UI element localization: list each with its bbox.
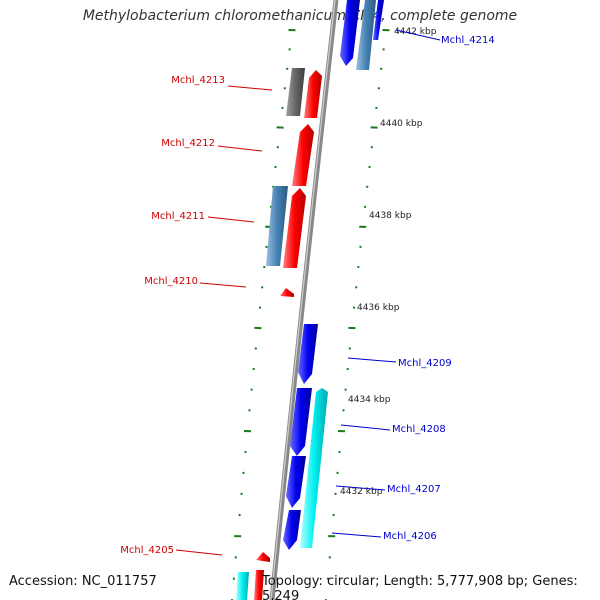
gene-mchl-4208-cyan[interactable]: [300, 388, 328, 548]
label-mchl-4206[interactable]: Mchl_4206: [383, 531, 437, 542]
gene-mchl-4214-arrow[interactable]: [340, 0, 360, 66]
gene-mchl-4205-arrow[interactable]: [256, 552, 270, 562]
gene-mchl-4213-gray[interactable]: [286, 68, 305, 116]
scale-label-4432: 4432 kbp: [340, 487, 383, 497]
gene-mchl-4206-arrow[interactable]: [283, 510, 301, 550]
accession-text: Accession: NC_011757: [9, 574, 157, 589]
genome-backbone-highlight: [270, 0, 336, 600]
leader-mchl-4209: [347, 357, 397, 363]
label-mchl-4205[interactable]: Mchl_4205: [120, 545, 174, 556]
leader-mchl-4205: [175, 549, 223, 556]
leader-mchl-4208: [340, 424, 391, 431]
scale-label-4442: 4442 kbp: [394, 27, 437, 37]
gene-mchl-4211-steel[interactable]: [266, 186, 288, 266]
genome-backbone: [269, 0, 339, 600]
label-mchl-4214[interactable]: Mchl_4214: [441, 35, 495, 46]
scale-label-4434: 4434 kbp: [348, 395, 391, 405]
label-mchl-4213[interactable]: Mchl_4213: [171, 75, 225, 86]
scale-label-4438: 4438 kbp: [369, 211, 412, 221]
map-title: Methylobacterium chloromethanicum CM4, c…: [82, 8, 518, 24]
gene-mchl-4210-arrow[interactable]: [280, 288, 294, 297]
scale-ring-left: [231, 29, 296, 600]
topology-text: Topology: circular; Length: 5,777,908 bp…: [262, 574, 578, 600]
leader-mchl-4212: [217, 145, 263, 152]
label-mchl-4211[interactable]: Mchl_4211: [151, 211, 205, 222]
scale-label-4440: 4440 kbp: [380, 119, 423, 129]
leader-mchl-4214: [395, 29, 441, 41]
gene-mchl-4212-arrow[interactable]: [292, 124, 314, 186]
gene-mchl-4211-arrow[interactable]: [283, 188, 306, 268]
scale-label-4436: 4436 kbp: [357, 303, 400, 313]
leader-mchl-4207: [335, 485, 386, 491]
label-mchl-4207[interactable]: Mchl_4207: [387, 484, 441, 495]
label-mchl-4210[interactable]: Mchl_4210: [144, 276, 198, 287]
label-mchl-4212[interactable]: Mchl_4212: [161, 138, 215, 149]
gene-mchl-4205-cyan[interactable]: [236, 572, 249, 600]
leader-mchl-4206: [331, 532, 382, 538]
label-mchl-4209[interactable]: Mchl_4209: [398, 358, 452, 369]
gene-mchl-4209-arrow[interactable]: [298, 324, 318, 384]
gene-mchl-4213-arrow[interactable]: [304, 70, 322, 118]
gene-mchl-4214-homolog-2[interactable]: [373, 0, 384, 40]
gene-mchl-4208-arrow[interactable]: [290, 388, 312, 456]
leader-mchl-4213: [227, 85, 273, 91]
gene-mchl-4205-red-bottom[interactable]: [254, 570, 264, 600]
label-mchl-4208[interactable]: Mchl_4208: [392, 424, 446, 435]
gene-mchl-4214-homolog[interactable]: [356, 0, 376, 70]
scale-ring-right: [325, 29, 390, 600]
gene-mchl-4207-arrow[interactable]: [286, 456, 306, 508]
leader-mchl-4210: [199, 282, 247, 288]
leader-mchl-4211: [207, 216, 255, 223]
